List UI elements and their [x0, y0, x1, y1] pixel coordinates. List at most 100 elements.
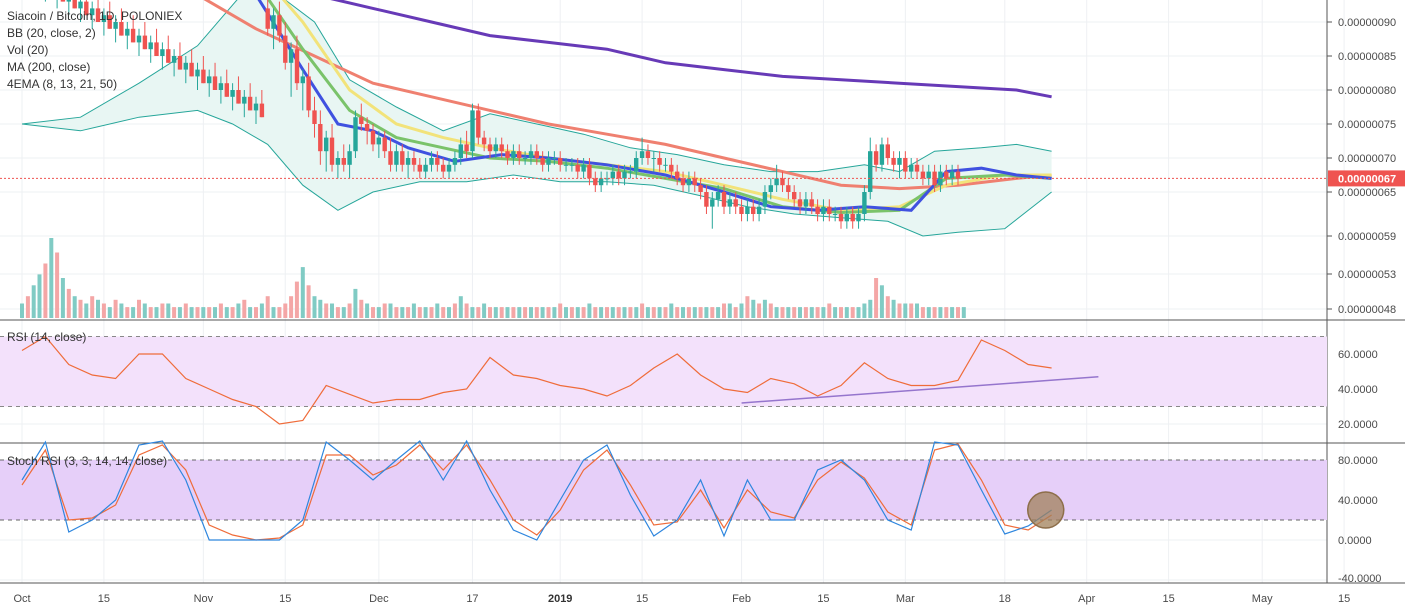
volume-bar — [727, 303, 732, 318]
volume-bar — [569, 307, 574, 318]
rsi-trendline[interactable] — [741, 376, 1099, 404]
volume-bar — [224, 307, 229, 318]
price-pane[interactable] — [0, 0, 1327, 318]
candle-body — [66, 0, 71, 2]
candle-body — [335, 158, 341, 165]
candle-body — [645, 151, 651, 158]
volume-bar — [926, 307, 931, 318]
rsi-axis-label: 40.0000 — [1338, 384, 1378, 396]
volume-bar — [879, 285, 884, 318]
candle-body — [616, 171, 621, 179]
legend-stoch-rsi[interactable]: Stoch RSI (3, 3, 14, 14, close) — [7, 454, 167, 468]
candle-body — [417, 164, 422, 172]
stoch-circle-annotation[interactable] — [1027, 491, 1065, 529]
legend-4ema[interactable]: 4EMA (8, 13, 21, 50) — [7, 77, 117, 91]
candle-body — [376, 137, 381, 145]
candle-body — [721, 192, 727, 207]
volume-bar — [341, 307, 346, 318]
candle-body — [277, 15, 282, 36]
rsi-pane[interactable]: RSI (14, close) — [0, 330, 1327, 425]
volume-bar — [131, 307, 136, 318]
candle-body — [639, 151, 645, 158]
volume-bar — [482, 303, 487, 318]
time-axis-label: Nov — [194, 593, 214, 605]
price-axis[interactable]: 0.00000090 0.00000085 0.00000080 0.00000075… — [1327, 17, 1396, 316]
volume-bar — [815, 307, 820, 318]
candle-body — [955, 171, 961, 179]
candle-body — [949, 171, 955, 179]
legend-rsi[interactable]: RSI (14, close) — [7, 330, 86, 344]
volume-bar — [254, 307, 258, 318]
volume-bar — [306, 285, 311, 318]
volume-bar — [183, 303, 188, 318]
time-axis-label: 15 — [1338, 593, 1350, 605]
candle-body — [786, 185, 791, 192]
volume-bar — [72, 296, 77, 318]
candle-body — [370, 130, 376, 145]
volume-bar — [722, 303, 726, 318]
candle-body — [136, 35, 142, 43]
candle-body — [324, 137, 329, 152]
candle-body — [160, 49, 165, 56]
candle-body — [107, 15, 112, 29]
volume-bar — [31, 285, 36, 318]
volume-bar — [289, 296, 294, 318]
volume-bar — [839, 307, 843, 318]
time-axis[interactable]: Oct 15 Nov 15 Dec 17 2019 15 Feb 15 Mar 18 Apr 15 May 1… — [13, 593, 1350, 605]
legend-bb[interactable]: BB (20, close, 2) — [7, 26, 96, 40]
rsi-axis[interactable]: 60.0000 40.0000 20.0000 — [1338, 349, 1378, 431]
candle-body — [756, 206, 762, 214]
candle-body — [253, 103, 259, 111]
candle-body — [727, 199, 732, 207]
volume-bar — [651, 307, 656, 318]
candle-body — [768, 185, 773, 192]
candle-body — [797, 199, 803, 207]
stoch-rsi-pane[interactable]: Stoch RSI (3, 3, 14, 14, close) — [0, 439, 1327, 541]
time-axis-label: 17 — [466, 593, 478, 605]
ema50-line — [203, 0, 1052, 191]
volume-bar — [511, 307, 516, 318]
volume-bar — [119, 303, 124, 318]
candle-body — [675, 171, 680, 179]
candle-body — [435, 158, 440, 165]
volume-bar — [107, 307, 112, 318]
candle-body — [522, 158, 528, 159]
candle-body — [130, 28, 136, 43]
legend-ma200[interactable]: MA (200, close) — [7, 60, 90, 74]
volume-bar — [610, 307, 615, 318]
volume-bar — [66, 288, 71, 318]
volume-bar — [552, 307, 557, 318]
stoch-axis-label: 40.0000 — [1338, 495, 1378, 507]
candle-body — [84, 1, 89, 16]
candle-body — [300, 76, 305, 84]
candle-body — [809, 199, 814, 207]
candle-body — [593, 178, 598, 186]
legend-vol[interactable]: Vol (20) — [7, 43, 48, 57]
volume-bar — [195, 307, 200, 318]
candle-body — [827, 206, 832, 214]
volume-bar — [768, 303, 773, 318]
stoch-band-fill — [0, 460, 1327, 520]
candle-body — [212, 76, 218, 90]
candle-body — [183, 62, 188, 70]
volume-bar — [142, 303, 147, 318]
stoch-axis[interactable]: 80.0000 40.0000 0.0000 -40.0000 — [1338, 455, 1381, 585]
volume-bar — [774, 307, 779, 318]
candle-body — [394, 151, 399, 165]
candle-body — [751, 206, 756, 214]
legend-symbol[interactable]: Siacoin / Bitcoin, 1D, POLONIEX — [7, 9, 182, 23]
volume-bar — [154, 307, 159, 318]
volume-bar — [113, 299, 118, 318]
candle-body — [271, 15, 276, 29]
candle-body — [230, 90, 235, 97]
candle-body — [686, 178, 692, 186]
volume-bar — [406, 307, 411, 318]
candle-body — [780, 178, 785, 186]
volume-bars — [20, 238, 966, 318]
candlesticks — [44, 0, 961, 229]
candle-body — [189, 62, 194, 77]
candle-body — [903, 158, 908, 172]
candle-body — [72, 0, 77, 9]
volume-bar — [20, 303, 24, 318]
candle-body — [78, 1, 83, 9]
